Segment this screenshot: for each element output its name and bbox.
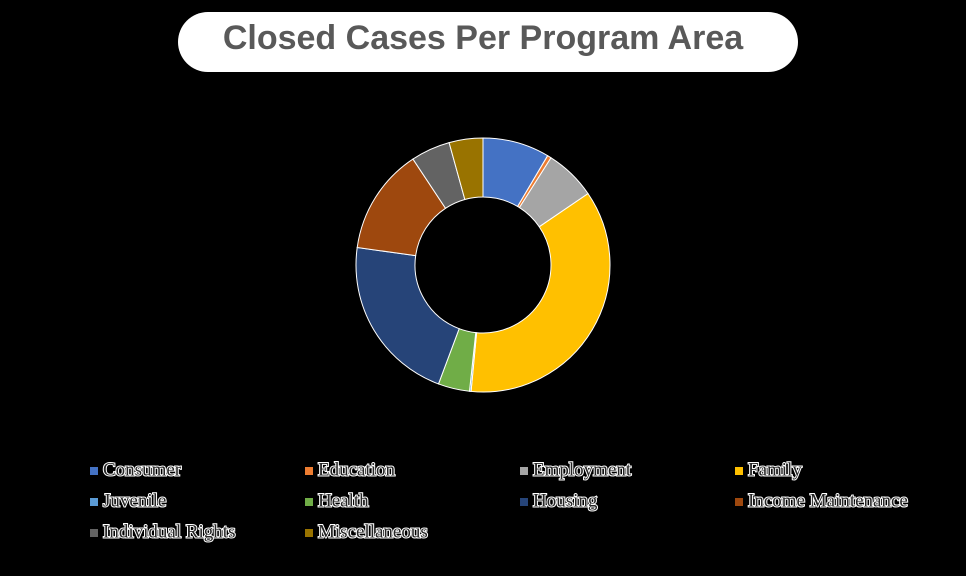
legend-swatch xyxy=(520,498,528,506)
legend-swatch xyxy=(90,529,98,537)
legend-label: Juvenile xyxy=(103,490,166,511)
legend-label: Individual Rights xyxy=(103,521,235,542)
chart-title: Closed Cases Per Program Area xyxy=(223,19,744,57)
donut-segment xyxy=(448,137,484,201)
legend-swatch xyxy=(305,498,313,506)
donut-segment xyxy=(470,192,611,393)
legend-swatch xyxy=(735,467,743,475)
legend-swatch xyxy=(735,498,743,506)
legend-label: Income Maintenance xyxy=(748,490,908,511)
legend-swatch xyxy=(305,529,313,537)
legend-label: Health xyxy=(318,490,369,511)
legend-label: Housing xyxy=(533,490,598,511)
legend-label: Family xyxy=(748,459,802,480)
legend-swatch xyxy=(305,467,313,475)
legend-label: Miscellaneous xyxy=(318,521,428,542)
legend-label: Employment xyxy=(533,459,632,480)
legend-swatch xyxy=(90,498,98,506)
legend-swatch xyxy=(520,467,528,475)
donut-segment xyxy=(355,246,460,385)
legend-label: Consumer xyxy=(103,459,182,480)
legend-swatch xyxy=(90,467,98,475)
legend-label: Education xyxy=(318,459,396,480)
title-background xyxy=(178,12,798,72)
